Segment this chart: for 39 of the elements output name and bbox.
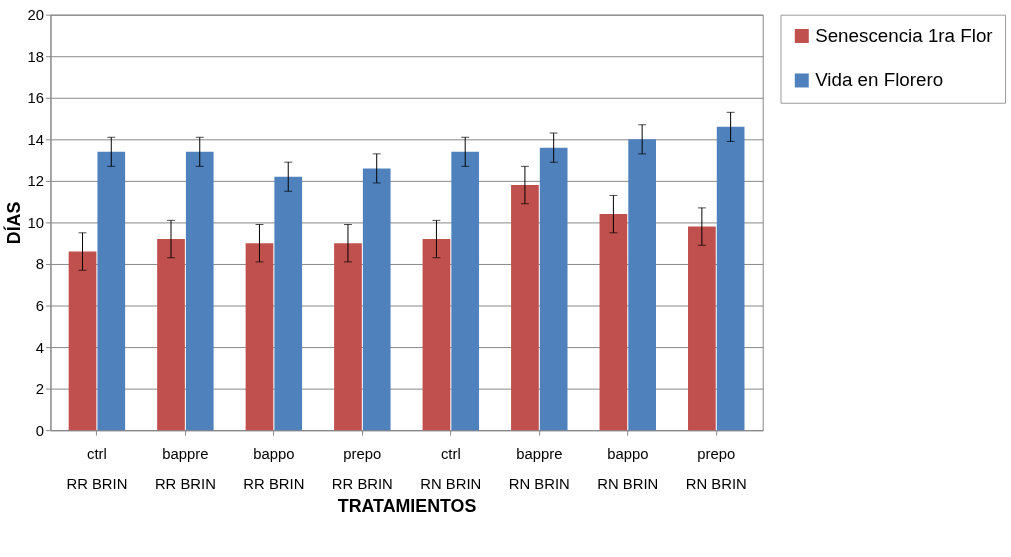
bar — [334, 243, 362, 431]
x-tick-label: ctrl RR BRIN — [66, 446, 128, 493]
bar — [157, 239, 185, 431]
y-tick-label: 12 — [27, 173, 45, 190]
x-tick-label: prepo RN BRIN — [685, 446, 747, 493]
bar — [97, 151, 126, 431]
y-axis-title: DÍAS — [2, 201, 24, 245]
x-tick-label: ctrl RN BRIN — [420, 446, 482, 493]
bar — [511, 185, 539, 431]
y-tick-label: 8 — [35, 256, 45, 273]
bar — [539, 147, 568, 431]
y-tick-label: 4 — [35, 339, 45, 356]
bar — [245, 243, 274, 431]
legend-label: Vida en Florero — [815, 69, 944, 91]
y-tick-label: 10 — [27, 214, 45, 231]
y-tick-label: 2 — [35, 381, 45, 398]
y-tick-label: 0 — [35, 422, 45, 439]
bar — [628, 139, 656, 431]
y-tick-label: 16 — [27, 90, 45, 107]
bar — [68, 251, 97, 431]
x-tick-label: bappo RR BRIN — [243, 446, 305, 493]
x-tick-label: bappre RR BRIN — [154, 446, 216, 493]
x-tick-label: bappre RN BRIN — [508, 446, 570, 493]
x-tick-label: prepo RR BRIN — [331, 446, 393, 493]
bar — [185, 151, 214, 431]
bar — [688, 226, 716, 431]
bar — [599, 214, 628, 431]
bar — [362, 168, 391, 431]
y-tick-label: 6 — [35, 297, 45, 314]
y-tick-label: 14 — [27, 131, 45, 148]
bar — [716, 126, 745, 431]
x-axis-title: TRATAMIENTOS — [337, 495, 477, 516]
bar — [274, 176, 303, 431]
bar — [422, 239, 451, 431]
x-tick-label: bappo RN BRIN — [597, 446, 659, 493]
y-tick-label: 20 — [27, 7, 45, 24]
y-tick-label: 18 — [27, 48, 45, 65]
legend-label: Senescencia 1ra Flor — [815, 24, 993, 46]
bar — [451, 151, 480, 431]
